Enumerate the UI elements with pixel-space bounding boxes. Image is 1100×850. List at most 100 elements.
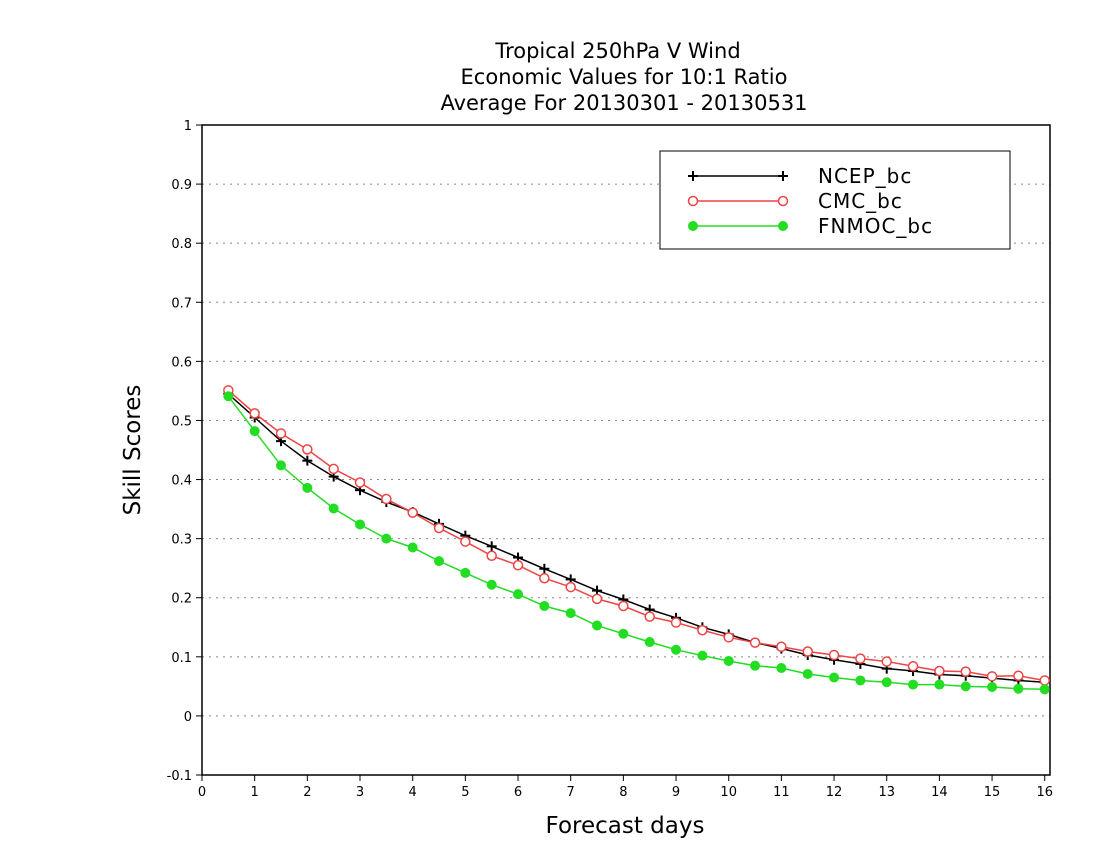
data-point xyxy=(671,644,682,655)
data-point xyxy=(302,444,313,455)
y-tick-label: 0.1 xyxy=(171,651,192,666)
data-point xyxy=(433,522,445,534)
data-point xyxy=(592,620,603,631)
data-point xyxy=(881,656,892,667)
data-point xyxy=(512,559,524,571)
data-point xyxy=(565,581,576,593)
data-point xyxy=(618,628,629,639)
data-point xyxy=(249,408,260,419)
data-point xyxy=(750,660,761,671)
x-axis-label: Forecast days xyxy=(546,813,705,839)
y-tick-label: 0.5 xyxy=(171,414,192,429)
data-point xyxy=(934,665,945,677)
data-point xyxy=(460,567,471,578)
x-tick-label: 7 xyxy=(567,785,575,800)
data-point xyxy=(328,463,339,475)
data-point xyxy=(618,600,629,612)
data-point xyxy=(670,617,682,628)
data-point xyxy=(697,624,708,636)
data-point xyxy=(591,593,603,605)
data-point xyxy=(828,649,840,661)
data-point xyxy=(855,653,866,664)
data-point xyxy=(697,650,708,661)
data-point xyxy=(486,579,497,590)
data-point xyxy=(381,533,392,544)
data-point xyxy=(539,572,550,584)
y-tick-label: -0.1 xyxy=(167,769,192,784)
data-point xyxy=(328,503,339,514)
legend-marker xyxy=(688,171,698,181)
x-tick-label: 8 xyxy=(619,785,627,800)
series-fnmoc-bc xyxy=(223,391,1050,695)
data-point xyxy=(407,542,418,553)
legend-marker xyxy=(778,171,788,181)
x-tick-label: 2 xyxy=(303,785,311,800)
x-tick-label: 1 xyxy=(251,785,259,800)
data-point xyxy=(934,679,945,690)
data-point xyxy=(539,601,550,611)
series-ncep-bc xyxy=(223,388,1050,688)
legend-item: FNMOC_bc xyxy=(688,214,933,238)
x-tick-label: 3 xyxy=(356,785,364,800)
data-point xyxy=(960,666,971,677)
data-point xyxy=(723,632,734,643)
x-tick-label: 9 xyxy=(672,785,680,800)
data-point xyxy=(486,541,497,552)
y-tick-label: 0.2 xyxy=(171,592,192,607)
data-point xyxy=(986,671,998,682)
data-point xyxy=(223,391,234,402)
title-line-1: Tropical 250hPa V Wind xyxy=(494,39,740,63)
legend-box xyxy=(659,150,1011,250)
legend-marker xyxy=(777,195,789,207)
legend-item: CMC_bc xyxy=(687,189,902,213)
series-line xyxy=(227,393,1045,683)
x-axis-ticks: 0 1 2 3 4 5 6 7 8 9 10 11 12 13 14 15 16 xyxy=(198,775,1053,800)
x-tick-label: 0 xyxy=(198,785,206,800)
gridlines xyxy=(202,183,1050,717)
data-point xyxy=(802,646,813,657)
x-tick-label: 5 xyxy=(461,785,469,800)
y-tick-label: 0.8 xyxy=(171,237,192,252)
data-point xyxy=(486,550,497,562)
data-point xyxy=(644,637,655,648)
data-point xyxy=(1039,675,1050,686)
data-point xyxy=(776,641,787,653)
data-point xyxy=(855,675,866,686)
series-line xyxy=(227,389,1045,682)
y-tick-label: 0.3 xyxy=(171,533,192,548)
data-point xyxy=(960,681,971,692)
data-point xyxy=(354,477,366,488)
legend-marker xyxy=(778,221,788,231)
chart-title: Tropical 250hPa V Wind Economic Values f… xyxy=(440,39,807,115)
data-point xyxy=(460,536,471,547)
data-point xyxy=(276,460,287,471)
plot-frame xyxy=(201,124,1051,776)
data-point xyxy=(1013,670,1024,681)
y-tick-label: 0.6 xyxy=(171,355,192,370)
x-tick-label: 11 xyxy=(773,785,790,800)
data-point xyxy=(723,655,734,666)
data-point xyxy=(644,611,655,622)
x-tick-label: 10 xyxy=(720,785,737,800)
data-point xyxy=(275,428,287,439)
legend-label: FNMOC_bc xyxy=(818,214,933,238)
data-point xyxy=(407,507,418,518)
y-tick-label: 0.7 xyxy=(171,296,192,311)
y-axis-label: Skill Scores xyxy=(120,385,146,516)
data-point xyxy=(907,661,919,672)
series-line xyxy=(227,395,1045,691)
data-point xyxy=(987,681,998,692)
data-point xyxy=(249,426,260,437)
series-layer xyxy=(223,385,1050,695)
x-tick-label: 6 xyxy=(514,785,522,800)
data-point xyxy=(802,668,813,679)
data-point xyxy=(749,637,761,648)
title-line-2: Economic Values for 10:1 Ratio xyxy=(461,65,788,89)
data-point xyxy=(355,519,366,530)
data-point xyxy=(302,455,313,466)
data-point xyxy=(908,679,919,690)
legend-item: NCEP_bc xyxy=(688,164,911,188)
data-point xyxy=(776,663,787,674)
y-tick-label: 0.9 xyxy=(171,178,192,193)
